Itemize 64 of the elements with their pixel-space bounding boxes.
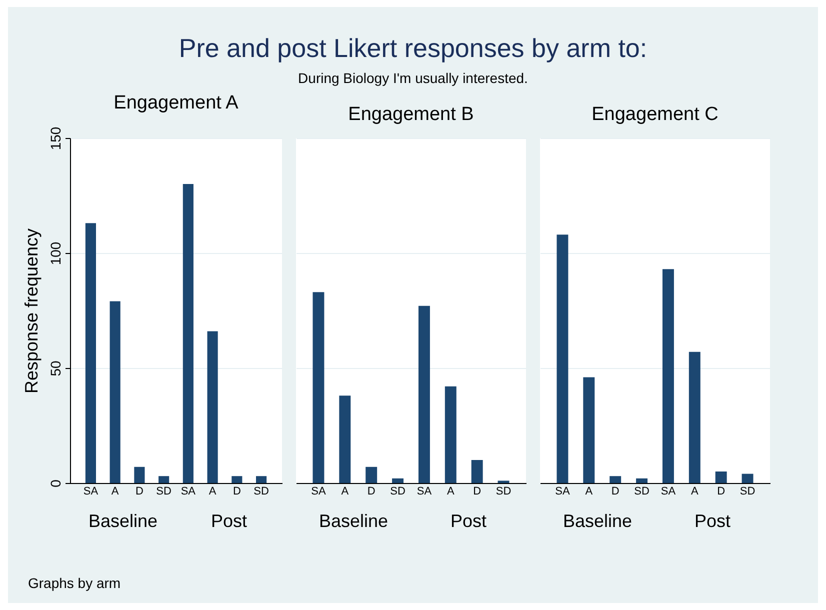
bar [158,476,170,483]
x-tick-label: A [208,486,217,498]
x-tick-label: A [585,486,594,498]
y-tick-label: 150 [48,126,64,150]
bar [110,301,120,483]
x-tick-label: SA [555,486,570,498]
x-tick-label: D [473,486,482,498]
bar [662,269,674,483]
x-tick-label: SA [660,486,676,498]
x-tick-label: SD [156,486,172,498]
text: Baseline [562,511,632,531]
bar [85,223,96,483]
x-tick-label: A [690,486,699,498]
chart-title: Engagement A [114,92,239,114]
x-tick-label: A [341,486,350,498]
x-tick-label: A [111,486,120,498]
bar [444,386,456,483]
y-tick-label: 0 [48,479,64,488]
y-tick-label: 50 [48,360,64,376]
text: Post [450,511,487,531]
bar [256,476,267,483]
x-tick-label: D [367,486,376,498]
text: Graphs by arm [28,575,121,591]
x-tick-label: SA [311,486,326,498]
bar [742,474,754,483]
bar [134,466,145,483]
x-tick-label: D [135,486,144,498]
bar [688,352,700,483]
bar [636,478,648,483]
bar [232,476,242,483]
x-tick-label: A [446,486,455,498]
y-tick-label: 100 [48,242,64,266]
bar [182,184,194,483]
chart-title: Engagement C [592,104,718,125]
x-tick-label: SA [416,486,432,498]
x-tick-label: SD [740,486,756,498]
text: Baseline [88,511,158,531]
x-tick-label: D [717,486,726,498]
x-tick-label: SA [180,486,196,498]
bar [418,306,430,483]
text: Baseline [318,511,388,531]
chart-title: Engagement B [348,104,474,125]
x-tick-label: D [611,486,620,498]
y-axis-title: Response frequency [22,228,42,394]
bar [207,331,218,483]
x-tick-label: SA [83,486,99,498]
x-tick-label: SD [634,486,650,498]
text: Post [694,511,731,531]
bar [556,234,568,483]
bar [610,476,622,483]
bar [392,478,404,483]
text: During Biology I'm usually interested. [297,70,529,86]
x-tick-label: SD [496,486,512,498]
bar [339,396,351,483]
bar [715,472,727,483]
bar [471,460,483,483]
text: Pre and post Likert responses by arm to: [178,33,648,64]
bar [312,292,324,483]
x-tick-label: D [232,486,241,498]
x-tick-label: SD [254,486,269,498]
bar [366,466,378,483]
bar [583,377,595,483]
x-tick-label: SD [390,486,406,498]
text: Post [210,511,248,531]
